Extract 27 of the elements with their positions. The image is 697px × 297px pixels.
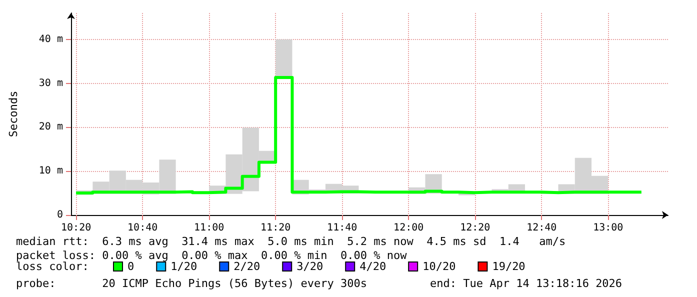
text: end: Tue Apr 14 13:18:16 2026 [430, 277, 622, 290]
legend-label: 1/20 [170, 260, 198, 273]
x-tick-label: 10:20 [60, 222, 92, 234]
legend-label: 3/20 [296, 260, 324, 273]
x-tick-label: 11:20 [260, 222, 291, 234]
x-tick-label: 11:40 [327, 222, 358, 234]
text: median rtt: 6.3 ms avg 31.4 ms max 5.0 ms min 5.2 ms now 4.5 ms sd 1.4 am/s [16, 235, 566, 248]
legend-label: 0 [128, 260, 134, 273]
x-tick-label: 12:00 [394, 222, 424, 234]
legend-label: 19/20 [492, 260, 526, 273]
text: probe: 20 ICMP Echo Pings (56 Bytes) every 300s [16, 277, 367, 290]
y-tick-label: 20 m [38, 122, 63, 133]
y-tick-label: 0 [56, 210, 63, 220]
legend-label: 10/20 [422, 260, 456, 273]
y-tick-label: 30 m [38, 78, 63, 89]
y-tick-label: 10 m [38, 166, 63, 177]
x-tick-label: 13:00 [593, 222, 624, 234]
y-axis-title: Seconds [7, 90, 20, 138]
x-tick-label: 11:00 [194, 222, 224, 234]
x-tick-label: 12:40 [526, 222, 557, 234]
legend-label: 4/20 [360, 260, 386, 273]
y-tick-label: 40 m [38, 34, 63, 45]
legend-title: loss color: [16, 260, 89, 273]
text: packet loss: 0.00 % avg 0.00 % max 0.00 % min 0.00 % now [16, 249, 407, 262]
x-tick-label: 12:20 [460, 222, 490, 234]
legend-label: 2/20 [234, 260, 260, 273]
x-tick-label: 10:40 [128, 222, 158, 234]
